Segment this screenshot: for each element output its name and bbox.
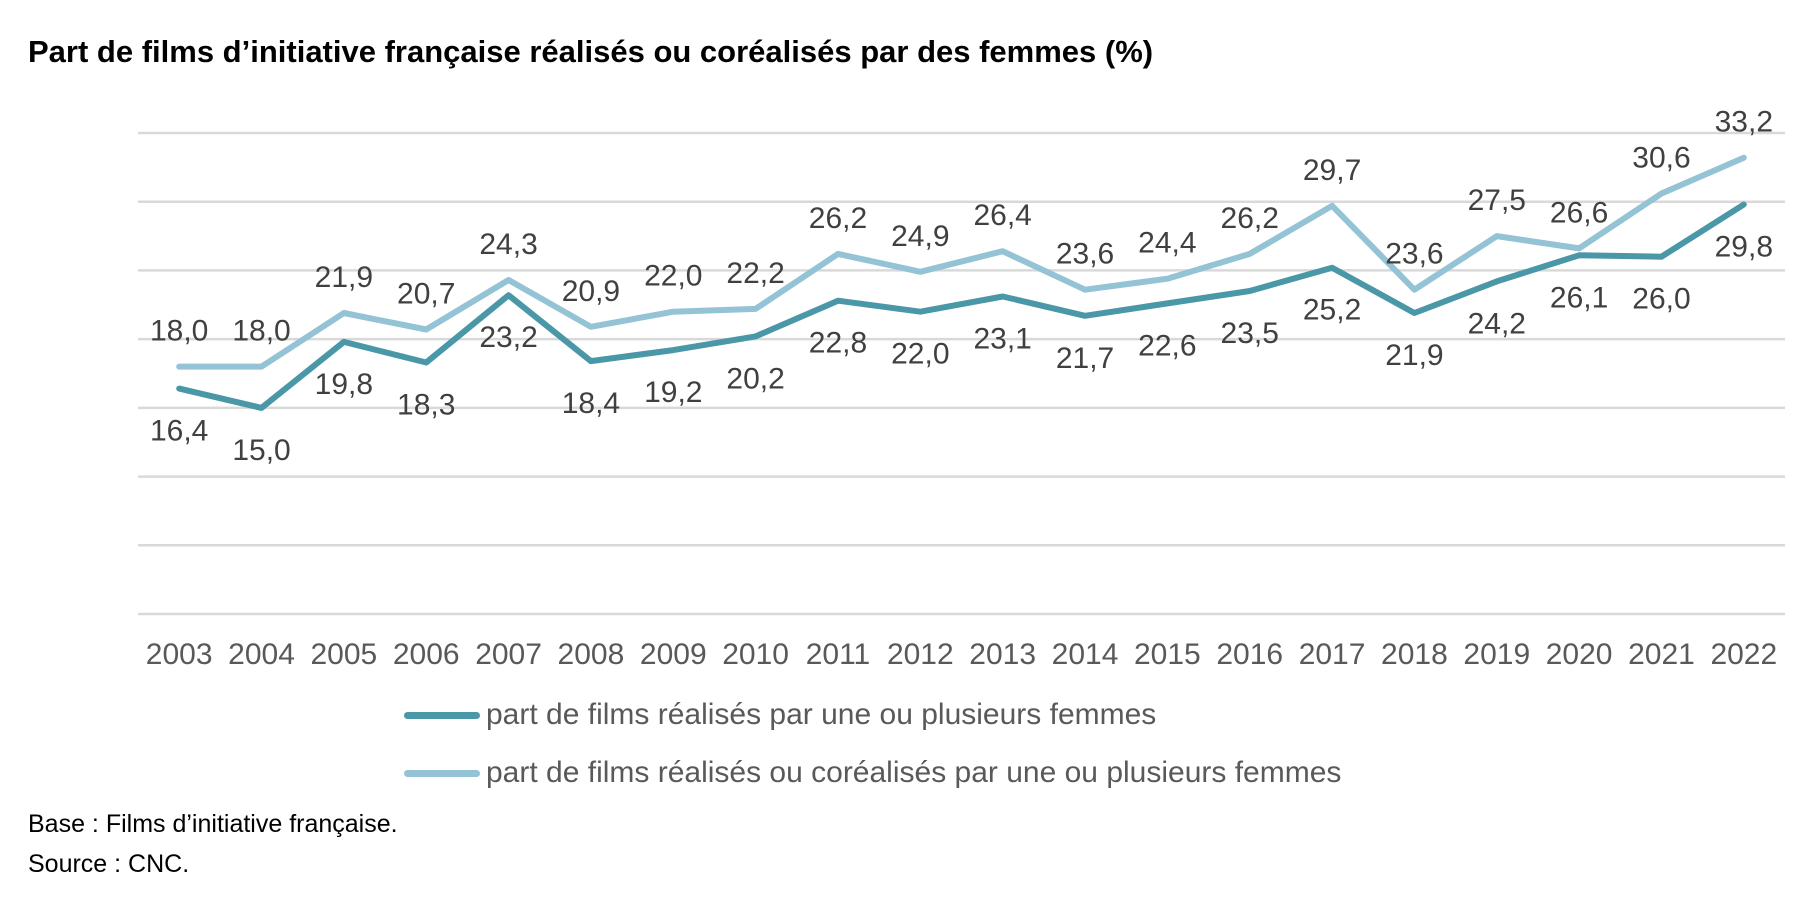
- data-label: 18,0: [150, 315, 208, 348]
- data-label: 22,2: [726, 257, 784, 290]
- x-tick-label: 2016: [1216, 638, 1283, 671]
- data-label: 23,6: [1385, 238, 1443, 271]
- data-label: 22,0: [644, 260, 702, 293]
- legend-swatch-series-2: [404, 769, 480, 777]
- data-label: 20,9: [562, 275, 620, 308]
- data-label: 24,4: [1138, 227, 1196, 260]
- legend: part de films réalisés par une ou plusie…: [404, 686, 1341, 802]
- line-chart: 16,4 15,0 19,8 18,3 23,2 18,4 19,2 20,2 22,8 22,0…: [138, 106, 1785, 671]
- series-line-2: [176, 154, 1747, 370]
- x-tick-label: 2010: [722, 638, 789, 671]
- data-label: 23,2: [479, 321, 537, 354]
- x-tick-label: 2014: [1052, 638, 1119, 671]
- data-label: 29,8: [1715, 230, 1773, 263]
- x-tick-label: 2009: [640, 638, 707, 671]
- x-tick-label: 2004: [228, 638, 295, 671]
- x-tick-label: 2021: [1628, 638, 1695, 671]
- data-label: 26,0: [1632, 283, 1690, 316]
- data-label: 18,3: [397, 389, 455, 422]
- data-label: 23,1: [973, 323, 1031, 356]
- data-label: 33,2: [1715, 106, 1773, 139]
- data-label: 26,1: [1550, 281, 1608, 314]
- data-label: 22,0: [891, 338, 949, 371]
- data-label: 25,2: [1303, 294, 1361, 327]
- data-label: 19,2: [644, 376, 702, 409]
- data-label: 22,6: [1138, 329, 1196, 362]
- x-tick-label: 2007: [475, 638, 542, 671]
- x-tick-label: 2005: [311, 638, 378, 671]
- data-label: 18,0: [232, 315, 290, 348]
- data-labels: 16,4 15,0 19,8 18,3 23,2 18,4 19,2 20,2 22,8 22,0…: [150, 106, 1773, 467]
- x-tick-label: 2006: [393, 638, 460, 671]
- data-label: 18,4: [562, 387, 620, 420]
- x-tick-label: 2015: [1134, 638, 1201, 671]
- x-tick-label: 2017: [1299, 638, 1366, 671]
- x-tick-label: 2011: [806, 638, 871, 671]
- series-lines: [176, 154, 1747, 411]
- data-label: 26,6: [1550, 196, 1608, 229]
- x-axis-tick-labels: 2003 2004 2005 2006 2007 2008 2009 2010 2011 2012…: [146, 638, 1777, 671]
- data-label: 21,7: [1056, 342, 1114, 375]
- footnote-source: Source : CNC.: [28, 850, 190, 878]
- x-tick-label: 2019: [1463, 638, 1530, 671]
- legend-label-series-2: part de films réalisés ou coréalisés par…: [486, 756, 1342, 789]
- data-label: 19,8: [315, 368, 373, 401]
- x-tick-label: 2003: [146, 638, 213, 671]
- data-label: 26,2: [1221, 202, 1279, 235]
- x-tick-label: 2022: [1710, 638, 1777, 671]
- data-label: 26,4: [973, 199, 1031, 232]
- footnote-base: Base : Films d’initiative française.: [28, 810, 398, 838]
- data-label: 24,3: [479, 228, 537, 261]
- data-label: 20,7: [397, 278, 455, 311]
- data-label: 21,9: [315, 261, 373, 294]
- legend-item-series-1: part de films réalisés par une ou plusie…: [404, 686, 1341, 744]
- x-tick-label: 2008: [558, 638, 625, 671]
- gridlines: [138, 131, 1785, 616]
- data-label: 20,2: [726, 362, 784, 395]
- data-label: 27,5: [1468, 184, 1526, 217]
- x-tick-label: 2013: [969, 638, 1036, 671]
- data-label: 24,2: [1468, 307, 1526, 340]
- data-label: 23,5: [1221, 317, 1279, 350]
- legend-item-series-2: part de films réalisés ou coréalisés par…: [404, 744, 1341, 802]
- data-label: 21,9: [1385, 339, 1443, 372]
- legend-label-series-1: part de films réalisés par une ou plusie…: [486, 698, 1157, 731]
- data-label: 23,6: [1056, 238, 1114, 271]
- x-tick-label: 2018: [1381, 638, 1448, 671]
- data-label: 30,6: [1632, 141, 1690, 174]
- x-tick-label: 2012: [887, 638, 954, 671]
- chart-title: Part de films d’initiative française réa…: [28, 34, 1154, 69]
- data-label: 24,9: [891, 220, 949, 253]
- x-tick-label: 2020: [1546, 638, 1613, 671]
- data-label: 29,7: [1303, 154, 1361, 187]
- legend-swatch-series-1: [404, 711, 480, 719]
- series-line-1: [176, 201, 1747, 411]
- data-label: 15,0: [232, 434, 290, 467]
- data-label: 16,4: [150, 415, 208, 448]
- data-label: 22,8: [809, 327, 867, 360]
- data-label: 26,2: [809, 202, 867, 235]
